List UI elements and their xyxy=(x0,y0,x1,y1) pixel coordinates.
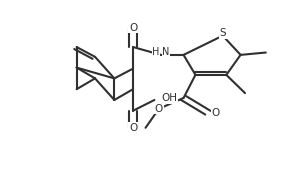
Text: O: O xyxy=(211,108,220,118)
Text: OH: OH xyxy=(161,93,177,103)
Text: H: H xyxy=(152,47,159,57)
Text: N: N xyxy=(162,47,170,57)
Text: S: S xyxy=(219,28,226,38)
Text: O: O xyxy=(129,123,137,133)
Text: O: O xyxy=(155,104,163,114)
Text: O: O xyxy=(129,23,137,33)
